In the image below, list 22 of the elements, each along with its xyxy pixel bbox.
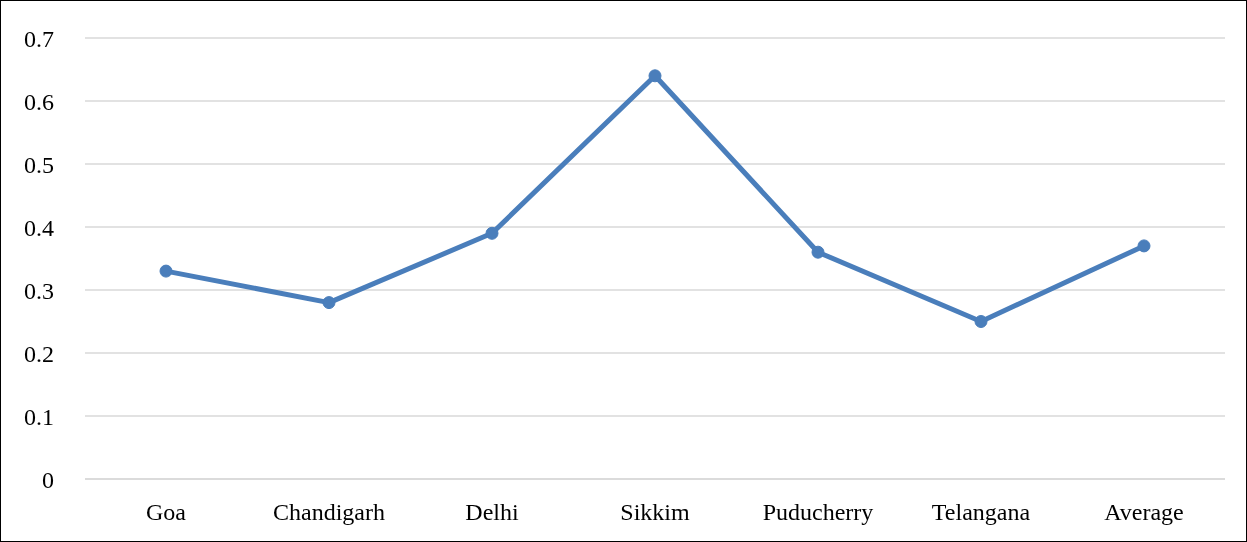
y-tick-label: 0.7 — [24, 25, 54, 52]
y-tick-label: 0.3 — [24, 277, 54, 304]
y-tick-label: 0.4 — [24, 214, 54, 241]
y-tick-label: 0.5 — [24, 151, 54, 178]
x-tick-label: Puducherry — [762, 499, 874, 526]
x-tick-label: Goa — [146, 499, 187, 526]
point — [485, 226, 499, 240]
y-tick-label: 0.6 — [24, 88, 54, 115]
x-tick-label: Telangana — [931, 499, 1031, 526]
y-tick-label: 0.1 — [24, 403, 54, 430]
y-tick-label: 0.2 — [24, 340, 54, 367]
point — [1137, 239, 1151, 253]
x-tick-label: Chandigarh — [273, 499, 385, 526]
point — [159, 264, 173, 278]
point — [322, 296, 336, 310]
point — [648, 69, 662, 83]
point — [974, 315, 988, 328]
x-tick-label: Average — [1104, 499, 1184, 526]
point — [811, 245, 825, 259]
x-tick-label: Sikkim — [620, 499, 690, 526]
x-tick-label: Delhi — [465, 499, 519, 526]
y-tick-label: 0 — [42, 466, 54, 493]
